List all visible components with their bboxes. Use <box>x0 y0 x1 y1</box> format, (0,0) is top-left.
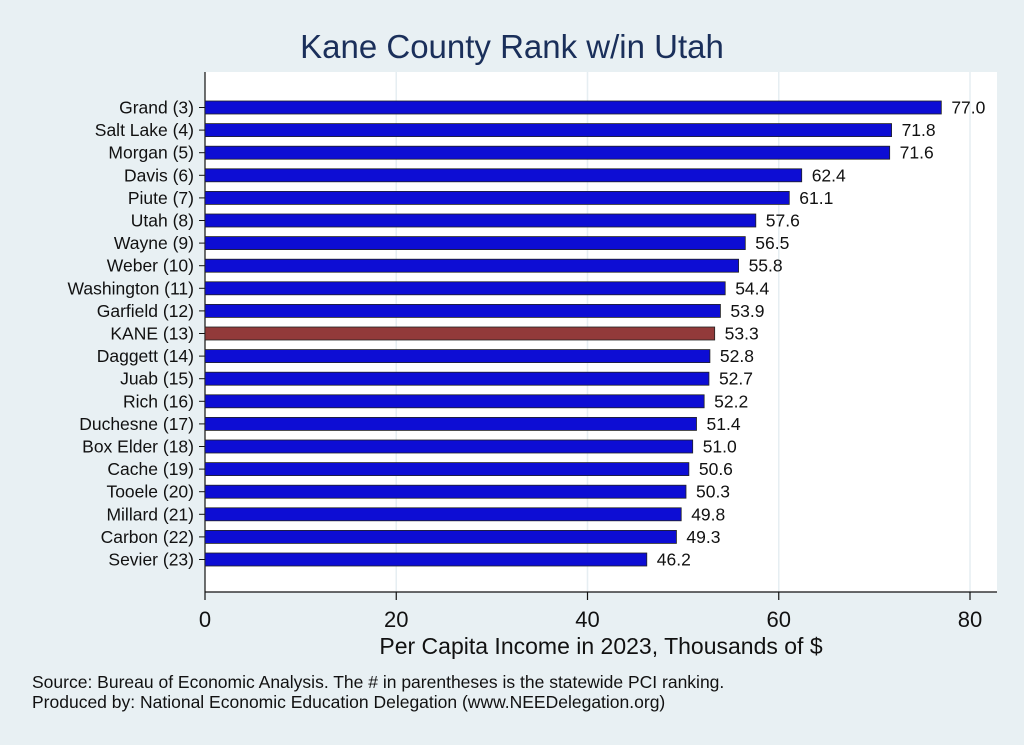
data-label: 55.8 <box>749 256 783 276</box>
y-tick-label: Sevier (23) <box>108 550 194 570</box>
y-tick-label: Duchesne (17) <box>79 414 194 434</box>
bar <box>204 349 711 364</box>
bar <box>204 123 892 137</box>
data-label: 50.3 <box>696 482 730 502</box>
producer-note: Produced by: National Economic Education… <box>32 692 666 712</box>
data-label: 52.2 <box>714 391 748 411</box>
data-label: 50.6 <box>699 459 733 479</box>
x-tick-label: 60 <box>767 607 791 632</box>
bar <box>204 462 690 477</box>
data-label: 62.4 <box>812 165 846 185</box>
x-tick-label: 20 <box>384 607 408 632</box>
data-label: 56.5 <box>755 233 789 253</box>
bar <box>204 258 739 273</box>
bar <box>204 507 682 522</box>
y-tick-label: KANE (13) <box>110 324 194 344</box>
data-label: 61.1 <box>799 188 833 208</box>
y-tick-label: Washington (11) <box>68 278 194 298</box>
y-tick-label: Wayne (9) <box>114 233 194 253</box>
data-label: 51.0 <box>703 437 737 457</box>
bar <box>204 100 942 115</box>
bar <box>204 439 694 454</box>
data-label: 57.6 <box>766 211 800 231</box>
data-label: 51.4 <box>707 414 741 434</box>
data-label: 52.7 <box>719 369 753 389</box>
data-label: 71.6 <box>900 143 934 163</box>
data-label: 54.4 <box>735 278 769 298</box>
bar <box>204 394 705 409</box>
y-tick-label: Cache (19) <box>107 459 194 479</box>
bar <box>204 168 803 183</box>
bar <box>204 213 757 228</box>
y-tick-label: Tooele (20) <box>106 482 194 502</box>
bar <box>204 484 687 499</box>
bar <box>204 190 790 205</box>
data-label: 71.8 <box>902 120 936 140</box>
y-tick-label: Carbon (22) <box>101 527 194 547</box>
x-axis-label: Per Capita Income in 2023, Thousands of … <box>379 633 823 659</box>
y-tick-label: Daggett (14) <box>97 346 194 366</box>
bar <box>204 303 721 318</box>
y-tick-label: Davis (6) <box>124 165 194 185</box>
x-tick-label: 0 <box>199 607 211 632</box>
y-tick-label: Salt Lake (4) <box>95 120 194 140</box>
y-tick-label: Morgan (5) <box>108 143 194 163</box>
y-tick-label: Utah (8) <box>131 211 194 231</box>
bar <box>204 530 677 544</box>
y-tick-label: Rich (16) <box>123 391 194 411</box>
y-tick-label: Millard (21) <box>106 504 194 524</box>
y-tick-label: Piute (7) <box>128 188 194 208</box>
bar <box>204 371 710 386</box>
bar <box>204 552 648 567</box>
chart-title: Kane County Rank w/in Utah <box>300 28 724 65</box>
data-label: 53.9 <box>730 301 764 321</box>
y-tick-label: Garfield (12) <box>97 301 194 321</box>
x-tick-label: 80 <box>958 607 982 632</box>
data-label: 49.3 <box>686 527 720 547</box>
y-tick-label: Weber (10) <box>107 256 194 276</box>
data-label: 52.8 <box>720 346 754 366</box>
y-tick-label: Juab (15) <box>120 369 194 389</box>
y-tick-label: Box Elder (18) <box>82 437 194 457</box>
data-label: 53.3 <box>725 324 759 344</box>
bar <box>204 416 697 431</box>
data-label: 77.0 <box>951 98 985 118</box>
y-tick-label: Grand (3) <box>119 98 194 118</box>
x-tick-label: 40 <box>575 607 599 632</box>
data-label: 46.2 <box>657 550 691 570</box>
source-note: Source: Bureau of Economic Analysis. The… <box>32 672 725 692</box>
bar <box>204 145 891 160</box>
data-label: 49.8 <box>691 504 725 524</box>
bar <box>204 236 746 251</box>
bar <box>204 281 726 296</box>
bar-highlight <box>204 326 716 341</box>
